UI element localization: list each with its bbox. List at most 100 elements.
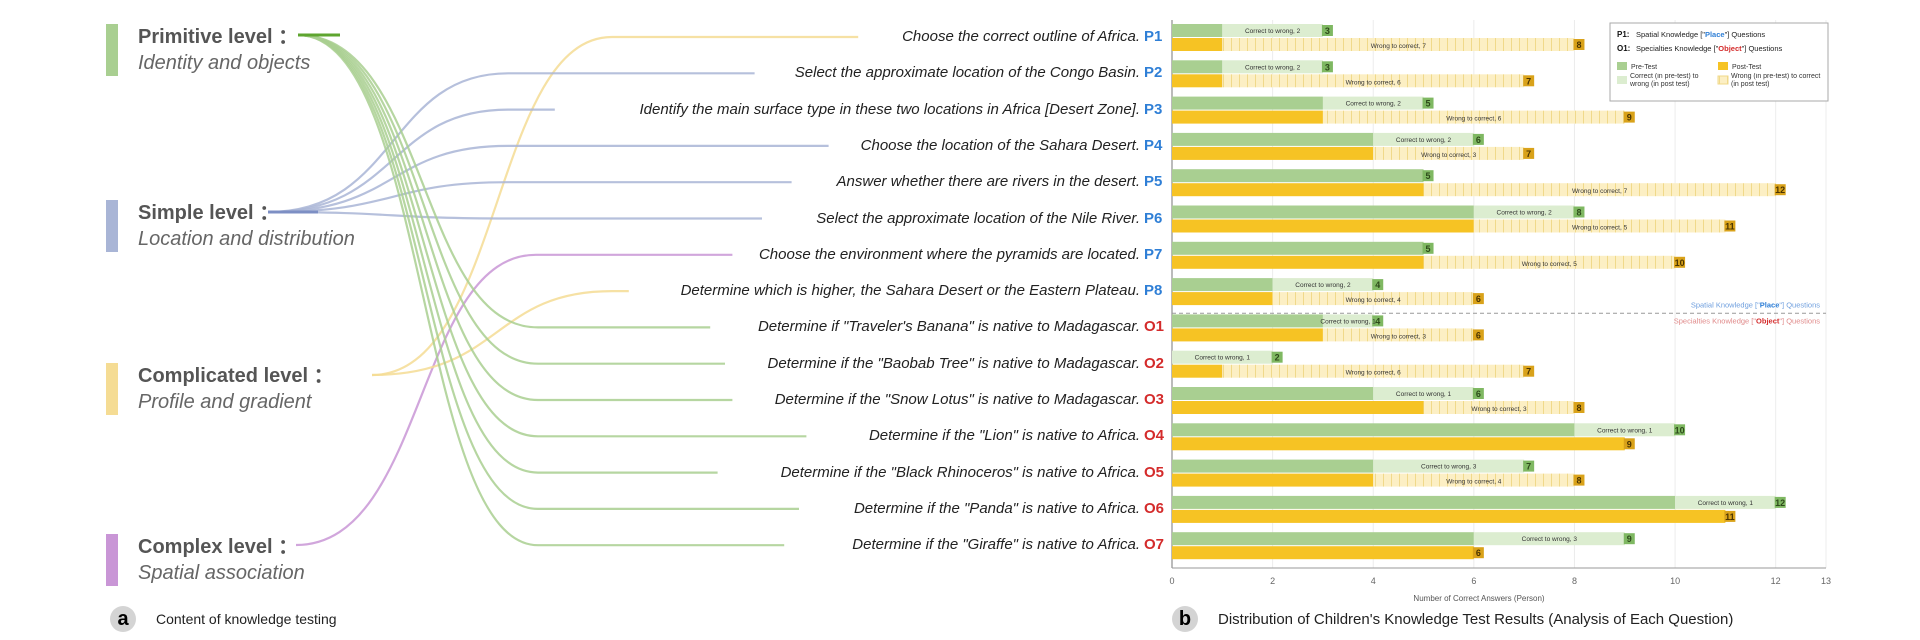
question-id: O3 (1144, 391, 1165, 408)
divider-label-place-word: Place (1760, 300, 1780, 309)
connector-curve (297, 33, 718, 474)
bar-wrong-to-correct (1373, 146, 1525, 160)
bar-wrong-to-correct (1222, 364, 1525, 378)
wrong-to-correct-label: Wrong to correct, 3 (1371, 333, 1427, 340)
bar-pretest (1172, 314, 1323, 328)
pre-total-badge (1372, 315, 1384, 327)
bar-wrong-to-correct (1222, 38, 1575, 51)
legend-ctw-label: Correct (in pre-test) to wrong (in post … (1630, 73, 1699, 88)
question-text: Determine if the "Baobab Tree" is native… (767, 354, 1140, 372)
question-text: Choose the correct outline of Africa. (902, 28, 1140, 45)
post-total-label: 8 (1576, 476, 1581, 486)
post-total-label: 6 (1476, 548, 1481, 558)
correct-to-wrong-label: Correct to wrong, 3 (1522, 536, 1578, 543)
correct-to-wrong-label: Correct to wrong, 2 (1245, 64, 1301, 71)
wrong-to-correct-label: Wrong to correct, 7 (1572, 188, 1628, 195)
correct-to-wrong-label: Correct to wrong, 2 (1346, 101, 1402, 108)
question-id: P2 (1144, 64, 1163, 82)
level-title: Primitive level (138, 26, 273, 48)
pre-total-label: 5 (1426, 171, 1431, 181)
correct-to-wrong-label: Correct to wrong, 2 (1295, 282, 1351, 289)
x-tick-label: 2 (1270, 576, 1275, 586)
level-complicated: Complicated level ： Profile and gradient (106, 363, 334, 415)
bar-correct-to-wrong (1222, 24, 1323, 37)
bar-posttest (1172, 146, 1374, 160)
wrong-to-correct-label: Wrong to correct, 3 (1421, 152, 1477, 159)
bar-pretest (1172, 60, 1223, 74)
bar-posttest (1172, 401, 1424, 414)
post-total-label: 11 (1725, 512, 1735, 522)
pre-total-label: 12 (1775, 498, 1785, 508)
question-id: P3 (1144, 100, 1163, 118)
bar-wrong-to-correct (1322, 110, 1625, 124)
pre-total-badge (1422, 242, 1434, 254)
bar-posttest (1172, 255, 1424, 269)
correct-to-wrong-label: Correct to wrong, 2 (1497, 210, 1553, 217)
level-complex: Complex level ： Spatial association (106, 534, 305, 586)
pre-total-label: 3 (1325, 26, 1330, 36)
x-tick-label: 0 (1169, 576, 1174, 586)
divider-label-place-post: "] Questions (1779, 300, 1820, 309)
post-total-badge (1472, 329, 1484, 341)
question-id: P1 (1144, 28, 1163, 45)
question-text: Select the approximate location of the N… (816, 209, 1140, 227)
panel-b-caption: Distribution of Children's Knowledge Tes… (1218, 610, 1734, 628)
bar-wrong-to-correct (1423, 401, 1575, 414)
bar-correct-to-wrong (1222, 60, 1323, 74)
pre-total-badge (1321, 25, 1333, 36)
panel-b-badge: b (1172, 606, 1198, 632)
panel-b-label: b Distribution of Children's Knowledge T… (1172, 606, 1733, 632)
pre-total-badge (1372, 279, 1384, 291)
x-tick-label: 12 (1771, 576, 1781, 586)
post-total-badge (1724, 220, 1736, 232)
x-tick-label: 13 (1821, 576, 1831, 586)
connector-curve (371, 290, 629, 377)
bar-correct-to-wrong (1272, 278, 1374, 292)
question-text: Determine if the "Panda" is native to Af… (853, 499, 1140, 517)
question-text: Determine if the "Snow Lotus" is native … (774, 391, 1140, 408)
legend-swatch-post (1718, 62, 1728, 70)
bar-correct-to-wrong (1172, 350, 1273, 364)
post-total-badge (1623, 438, 1635, 450)
wrong-to-correct-label: Wrong to correct, 3 (1471, 406, 1527, 413)
question-id: P6 (1144, 209, 1163, 227)
post-total-label: 8 (1576, 403, 1581, 413)
correct-to-wrong-label: Correct to wrong, 3 (1421, 464, 1477, 471)
legend-wtc-box: Wrong (in pre-test) to correct (in post … (1731, 73, 1820, 88)
post-total-badge (1724, 510, 1736, 522)
divider-label-place: Spatial Knowledge ["Place"] Questions (1691, 300, 1820, 309)
bar-wrong-to-correct (1423, 255, 1676, 269)
pre-total-label: 4 (1375, 316, 1380, 326)
bar-pretest (1172, 423, 1575, 437)
bar-posttest (1172, 183, 1424, 197)
pre-total-label: 6 (1476, 389, 1481, 399)
wrong-to-correct-label: Wrong to correct, 7 (1371, 43, 1427, 50)
panel-a-badge: a (110, 606, 136, 632)
x-tick-label: 4 (1371, 576, 1376, 586)
question-id: O5 (1144, 463, 1165, 481)
correct-to-wrong-label: Correct to wrong, 1 (1195, 355, 1251, 362)
bar-pretest (1172, 132, 1374, 146)
post-total-badge (1523, 75, 1535, 87)
bar-pretest (1172, 169, 1424, 183)
legend-object-pre: Specialties Knowledge [" (1636, 44, 1719, 53)
question-text: Determine if the "Black Rhinoceros" is n… (780, 463, 1140, 481)
bar-correct-to-wrong (1373, 132, 1474, 146)
correct-to-wrong-label: Correct to wrong, 1 (1396, 391, 1452, 398)
divider-label-object-pre: Specialties Knowledge [" (1674, 316, 1757, 325)
pre-total-badge (1774, 496, 1786, 508)
bar-correct-to-wrong (1373, 459, 1525, 473)
legend: P1: Spatial Knowledge ["Place"] Questions… (1609, 22, 1829, 102)
bar-posttest (1172, 546, 1474, 560)
post-total-badge (1623, 111, 1635, 123)
bar-wrong-to-correct (1473, 219, 1726, 233)
bar-pretest (1172, 387, 1374, 400)
connector-curve (297, 33, 785, 547)
correct-to-wrong-label: Correct to wrong, 1 (1320, 318, 1376, 325)
level-title: Simple level (138, 202, 254, 224)
pre-total-label: 7 (1526, 462, 1531, 472)
pre-total-label: 8 (1576, 208, 1581, 218)
bar-posttest (1172, 509, 1726, 523)
pre-total-badge (1271, 351, 1283, 363)
